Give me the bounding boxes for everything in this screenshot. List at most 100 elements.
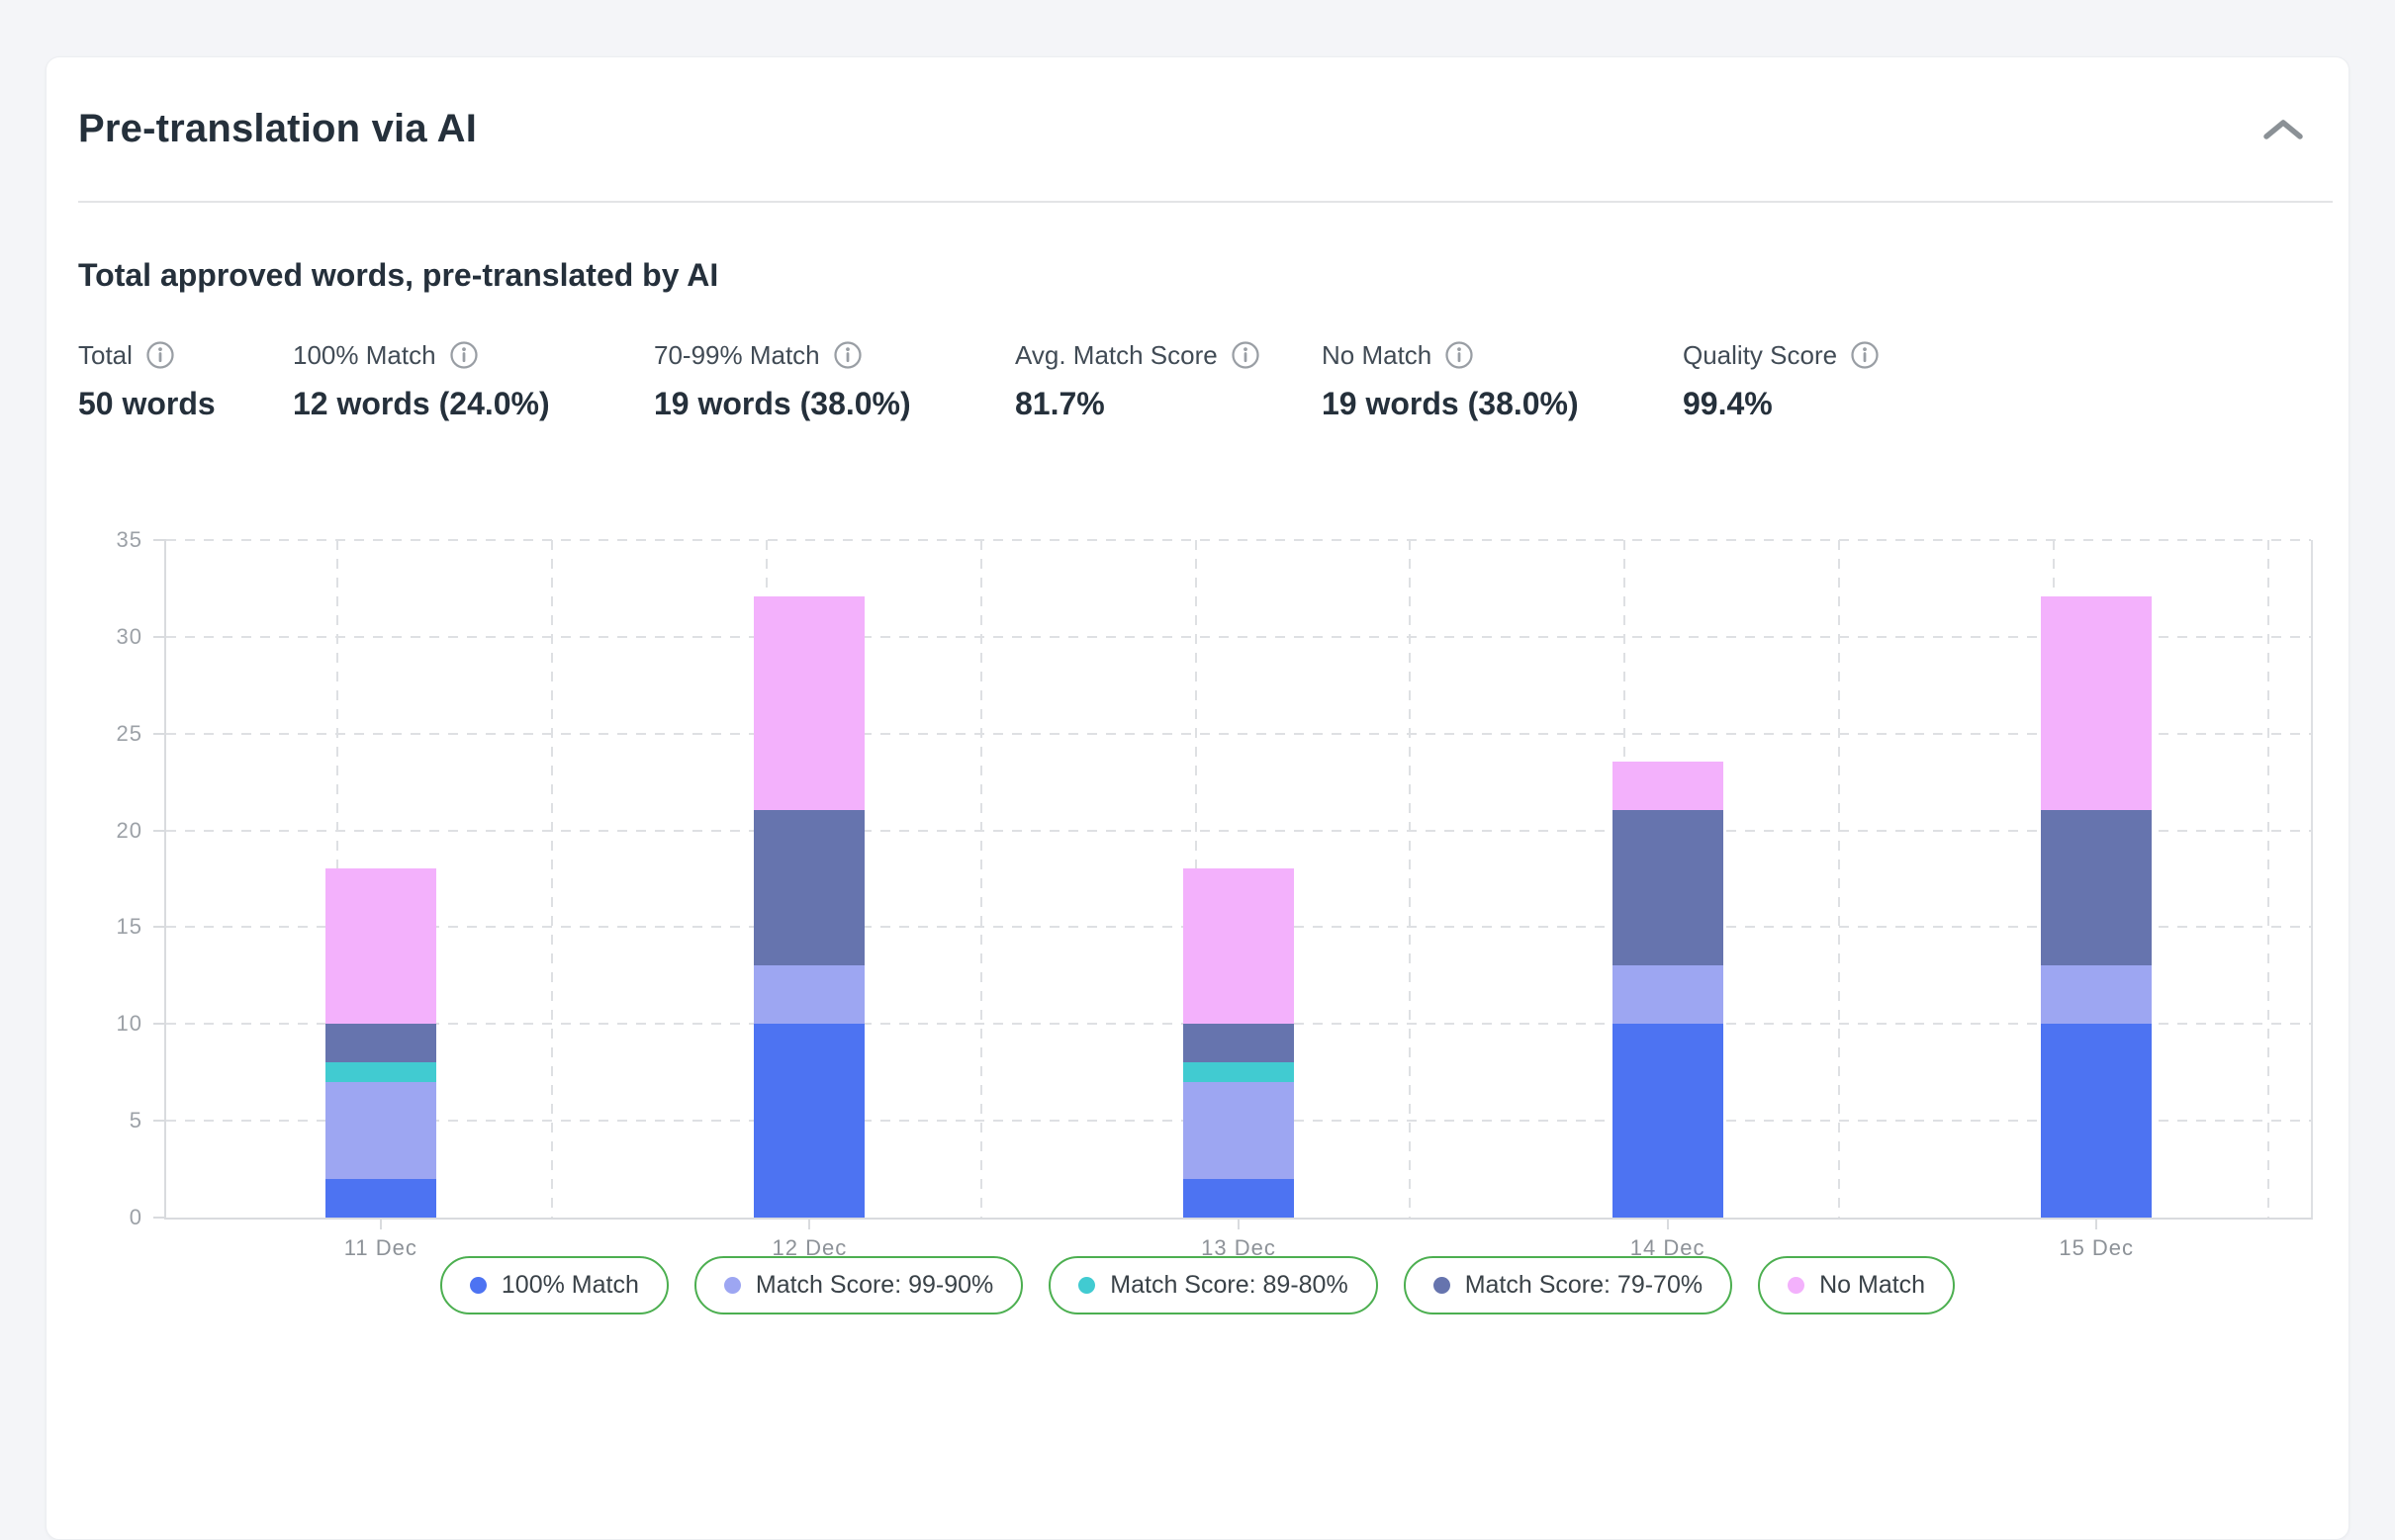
v-gridline — [979, 540, 982, 1218]
bar-segment-match-score-79-70[interactable] — [2041, 809, 2153, 965]
plot-area: 0 5 10 15 20 25 30 35 11 Dec 12 Dec 13 Dec 14 Dec 15… — [117, 527, 2313, 1260]
legend-label: 100% Match — [501, 1271, 639, 1299]
y-axis-label: 25 — [116, 720, 142, 746]
y-axis-tick — [153, 1217, 166, 1219]
bar-segment-match-score-79-70[interactable] — [324, 1023, 436, 1062]
card-title: Pre-translation via AI — [78, 107, 478, 150]
bar-13-dec — [1183, 867, 1294, 1218]
legend-item-no-match[interactable]: No Match — [1758, 1256, 1956, 1314]
bar-segment-no-match[interactable] — [1183, 867, 1294, 1024]
stat-label-row: No Match — [1322, 336, 1683, 374]
bar-segment-100-match[interactable] — [1183, 1178, 1294, 1218]
stat-avg-match-score: Avg. Match Score 81.7% — [1015, 336, 1322, 422]
info-icon[interactable] — [1850, 340, 1880, 370]
collapse-button[interactable] — [2257, 109, 2309, 152]
x-axis-label: 14 Dec — [1629, 1235, 1705, 1260]
legend-label: Match Score: 79-70% — [1464, 1271, 1704, 1299]
legend-dot — [1432, 1277, 1450, 1294]
h-gridline — [166, 732, 2311, 735]
y-axis-label: 5 — [129, 1108, 142, 1133]
legend-item-100-match[interactable]: 100% Match — [439, 1256, 669, 1314]
legend-dot — [1078, 1277, 1096, 1294]
y-axis-tick — [153, 829, 166, 832]
stat-70-99-match: 70-99% Match 19 words (38.0%) — [654, 336, 1015, 422]
bar-segment-match-score-79-70[interactable] — [754, 809, 866, 965]
stat-total: Total 50 words — [78, 336, 293, 422]
stat-value: 99.4% — [1683, 386, 1773, 421]
y-axis-tick — [153, 539, 166, 541]
bar-segment-no-match[interactable] — [1612, 761, 1723, 810]
bar-segment-match-score-99-90[interactable] — [2041, 964, 2153, 1024]
bar-segment-match-score-99-90[interactable] — [1183, 1081, 1294, 1179]
legend-item-match-score-79-70[interactable]: Match Score: 79-70% — [1403, 1256, 1733, 1314]
divider — [78, 201, 2333, 203]
legend-item-match-score-89-80[interactable]: Match Score: 89-80% — [1049, 1256, 1378, 1314]
stat-100-match: 100% Match 12 words (24.0%) — [293, 336, 654, 422]
v-gridline — [1409, 540, 1412, 1218]
bar-segment-match-score-99-90[interactable] — [754, 964, 866, 1024]
bar-segment-match-score-99-90[interactable] — [324, 1081, 436, 1179]
bar-segment-100-match[interactable] — [324, 1178, 436, 1218]
stat-label-row: 100% Match — [293, 336, 654, 374]
bar-segment-100-match[interactable] — [1612, 1023, 1723, 1218]
bar-segment-match-score-79-70[interactable] — [1183, 1023, 1294, 1062]
x-axis-label: 11 Dec — [343, 1235, 417, 1260]
y-axis-label: 35 — [116, 527, 142, 552]
bar-segment-no-match[interactable] — [2041, 595, 2153, 810]
bar-segment-match-score-99-90[interactable] — [1612, 964, 1723, 1024]
bar-segment-match-score-89-80[interactable] — [1183, 1061, 1294, 1082]
bar-segment-100-match[interactable] — [2041, 1023, 2153, 1218]
bar-segment-no-match[interactable] — [754, 595, 866, 810]
stat-label: Avg. Match Score — [1015, 339, 1218, 370]
stat-label-row: Avg. Match Score — [1015, 336, 1322, 374]
y-axis-tick — [153, 635, 166, 638]
legend-label: No Match — [1819, 1271, 1926, 1299]
y-axis-label: 15 — [116, 914, 142, 940]
bar-segment-no-match[interactable] — [324, 867, 436, 1024]
stat-label: 70-99% Match — [654, 339, 820, 370]
stat-value: 19 words (38.0%) — [654, 386, 911, 421]
legend-item-match-score-99-90[interactable]: Match Score: 99-90% — [693, 1256, 1024, 1314]
bar-segment-match-score-89-80[interactable] — [324, 1061, 436, 1082]
x-axis-tick — [1238, 1220, 1240, 1229]
bar-15-dec — [2041, 595, 2153, 1218]
info-icon[interactable] — [1444, 340, 1474, 370]
x-axis-label: 15 Dec — [2059, 1235, 2135, 1260]
stat-label: Total — [78, 339, 133, 370]
stats-row: Total 50 words 100% Match 12 words (24.0%) 7… — [78, 336, 2317, 422]
x-axis-tick — [1666, 1220, 1669, 1229]
v-gridline — [1838, 540, 1841, 1218]
info-icon[interactable] — [449, 340, 479, 370]
bar-segment-match-score-79-70[interactable] — [1612, 809, 1723, 965]
info-icon[interactable] — [1231, 340, 1260, 370]
x-axis-tick — [808, 1220, 811, 1229]
legend-label: Match Score: 89-80% — [1110, 1271, 1348, 1299]
section-title: Total approved words, pre-translated by … — [78, 257, 719, 293]
stat-no-match: No Match 19 words (38.0%) — [1322, 336, 1683, 422]
y-axis-label: 0 — [129, 1205, 142, 1229]
h-gridline — [166, 539, 2311, 541]
y-axis-tick — [153, 1023, 166, 1026]
h-gridline — [166, 635, 2311, 638]
chevron-up-icon — [2261, 117, 2305, 145]
bar-segment-100-match[interactable] — [754, 1023, 866, 1218]
bar-11-dec — [324, 867, 436, 1218]
stat-label-row: Total — [78, 336, 293, 374]
stat-label: Quality Score — [1683, 339, 1838, 370]
stat-value: 50 words — [78, 386, 216, 421]
x-axis-label: 12 Dec — [772, 1235, 848, 1260]
stat-value: 81.7% — [1015, 386, 1105, 421]
legend-dot — [469, 1277, 487, 1294]
stat-label-row: Quality Score — [1683, 336, 2317, 374]
chart-legend: 100% Match Match Score: 99-90% Match Score… — [46, 1256, 2349, 1314]
v-gridline — [551, 540, 554, 1218]
legend-dot — [723, 1277, 741, 1294]
stat-label: No Match — [1322, 339, 1432, 370]
y-axis-tick — [153, 926, 166, 929]
info-icon[interactable] — [145, 340, 175, 370]
info-icon[interactable] — [833, 340, 863, 370]
y-axis-label: 10 — [116, 1011, 142, 1037]
pre-translation-card: Pre-translation via AI Total approved wo… — [46, 56, 2349, 1540]
y-axis-label: 20 — [116, 817, 142, 843]
h-gridline — [166, 829, 2311, 832]
